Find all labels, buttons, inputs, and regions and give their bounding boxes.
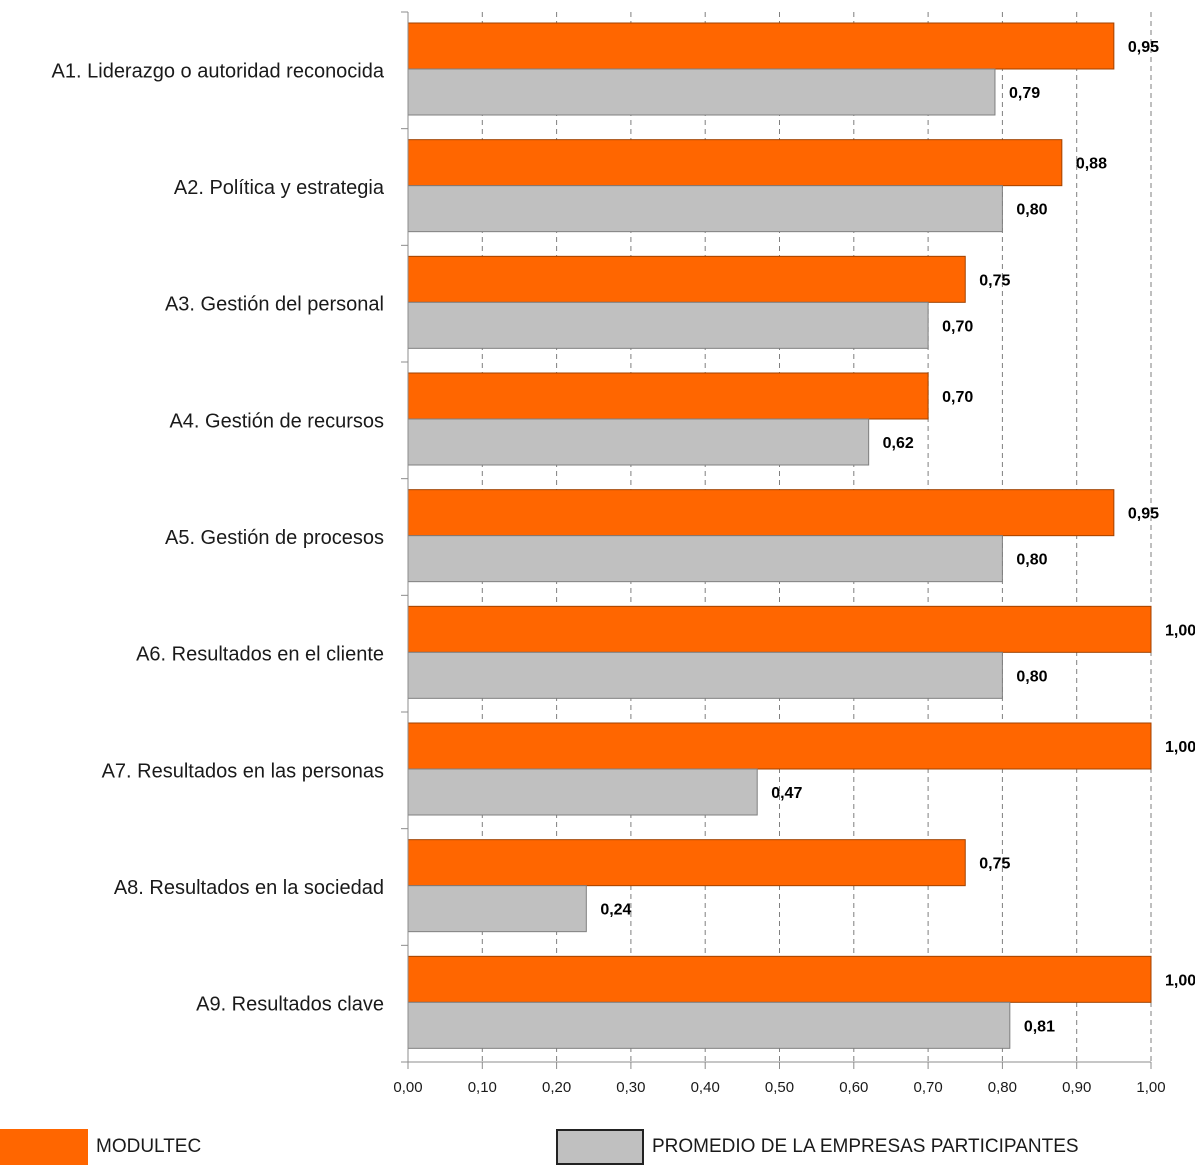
- data-label-promedio-3: 0,70: [942, 318, 973, 335]
- axes: [401, 11, 1152, 1069]
- legend-item-modultec: MODULTEC: [0, 1128, 201, 1166]
- x-tick-label-8: 0,80: [988, 1079, 1017, 1096]
- data-label-modultec-1: 0,95: [1128, 39, 1159, 56]
- bar-promedio-2: [407, 185, 1003, 233]
- bar-modultec-7: [407, 722, 1152, 770]
- data-label-modultec-4: 0,70: [942, 389, 973, 406]
- x-tick-label-4: 0,40: [691, 1079, 720, 1096]
- x-tick-label-2: 0,20: [542, 1079, 571, 1096]
- bar-modultec-2: [407, 139, 1063, 187]
- data-label-modultec-3: 0,75: [979, 272, 1010, 289]
- data-label-modultec-5: 0,95: [1128, 506, 1159, 523]
- data-label-promedio-4: 0,62: [883, 435, 914, 452]
- bar-promedio-1: [407, 68, 996, 116]
- bar-promedio-9: [407, 1001, 1011, 1049]
- x-tick-label-0: 0,00: [393, 1079, 422, 1096]
- bar-modultec-3: [407, 255, 966, 303]
- data-label-promedio-6: 0,80: [1016, 668, 1047, 685]
- bars: [407, 22, 1152, 1049]
- data-label-promedio-1: 0,79: [1009, 85, 1040, 102]
- data-label-modultec-9: 1,00: [1165, 972, 1195, 989]
- bar-promedio-5: [407, 535, 1003, 583]
- x-tick-label-6: 0,60: [839, 1079, 868, 1096]
- data-label-promedio-2: 0,80: [1016, 202, 1047, 219]
- category-label-6: A6. Resultados en el cliente: [136, 644, 384, 666]
- data-label-modultec-2: 0,88: [1076, 156, 1107, 173]
- data-label-promedio-5: 0,80: [1016, 552, 1047, 569]
- category-label-9: A9. Resultados clave: [196, 994, 384, 1016]
- labels: 0,95 0,79 A1. Liderazgo o autoridad recono…: [52, 39, 1195, 1096]
- bar-modultec-8: [407, 839, 966, 887]
- bar-promedio-8: [407, 885, 587, 933]
- x-tick-label-5: 0,50: [765, 1079, 794, 1096]
- data-label-promedio-8: 0,24: [600, 902, 631, 919]
- data-label-promedio-9: 0,81: [1024, 1018, 1055, 1035]
- data-label-modultec-7: 1,00: [1165, 739, 1195, 756]
- bar-promedio-3: [407, 301, 929, 349]
- category-label-5: A5. Gestión de procesos: [165, 527, 384, 549]
- bar-promedio-7: [407, 768, 758, 816]
- bar-promedio-4: [407, 418, 870, 466]
- legend-swatch-promedio: [556, 1129, 644, 1165]
- data-label-promedio-7: 0,47: [771, 785, 802, 802]
- bar-modultec-6: [407, 605, 1152, 653]
- x-tick-label-10: 1,00: [1136, 1079, 1165, 1096]
- legend-swatch-modultec: [0, 1129, 88, 1165]
- bar-modultec-4: [407, 372, 929, 420]
- x-tick-label-9: 0,90: [1062, 1079, 1091, 1096]
- category-label-2: A2. Política y estrategia: [174, 177, 385, 199]
- legend-label-promedio: PROMEDIO DE LA EMPRESAS PARTICIPANTES: [652, 1136, 1079, 1157]
- x-tick-label-3: 0,30: [616, 1079, 645, 1096]
- category-label-4: A4. Gestión de recursos: [169, 410, 384, 432]
- category-label-1: A1. Liderazgo o autoridad reconocida: [52, 60, 385, 82]
- data-label-modultec-8: 0,75: [979, 856, 1010, 873]
- category-label-3: A3. Gestión del personal: [165, 294, 384, 316]
- x-tick-label-1: 0,10: [468, 1079, 497, 1096]
- data-label-modultec-6: 1,00: [1165, 622, 1195, 639]
- category-label-7: A7. Resultados en las personas: [102, 760, 384, 782]
- bar-modultec-5: [407, 489, 1115, 537]
- legend-label-modultec: MODULTEC: [96, 1136, 202, 1157]
- bar-modultec-1: [407, 22, 1115, 70]
- legend-item-promedio: PROMEDIO DE LA EMPRESAS PARTICIPANTES: [556, 1128, 1079, 1166]
- bar-promedio-6: [407, 651, 1003, 699]
- category-label-8: A8. Resultados en la sociedad: [114, 877, 384, 899]
- x-tick-label-7: 0,70: [913, 1079, 942, 1096]
- bar-modultec-9: [407, 955, 1152, 1003]
- bar-chart: 0,95 0,79 A1. Liderazgo o autoridad recono…: [52, 11, 1195, 1096]
